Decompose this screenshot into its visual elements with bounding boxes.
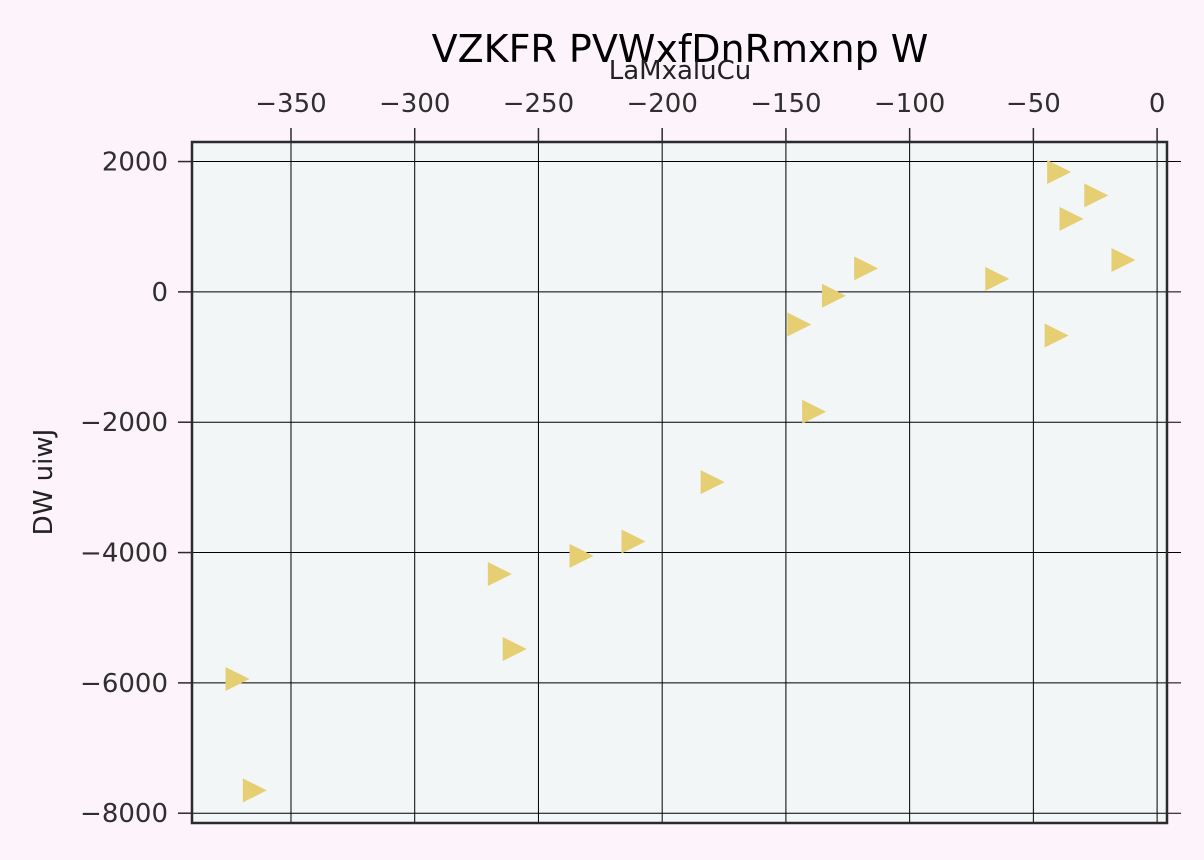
data-point: [1059, 206, 1084, 231]
x-tick-label: −250: [503, 89, 574, 119]
data-points: [225, 159, 1136, 803]
data-point: [242, 778, 267, 803]
data-point: [621, 529, 646, 554]
data-point: [502, 637, 527, 662]
data-point: [1084, 183, 1109, 208]
data-point: [225, 666, 250, 691]
x-tick-label: −100: [874, 89, 945, 119]
plot-background: [192, 142, 1167, 823]
grid-lines: [192, 142, 1181, 823]
data-point: [569, 543, 594, 568]
x-tick-label: −200: [626, 89, 697, 119]
y-tick-label: 2000: [102, 148, 168, 178]
data-point: [821, 283, 846, 308]
data-point: [1044, 323, 1069, 348]
y-tick-label: −8000: [80, 799, 168, 829]
axis-ticks: −350 −300 −250 −200 −150 −100 −50 0 2000 0 −2000 −4…: [80, 89, 1165, 829]
plot-frame: [190, 140, 1169, 825]
data-point: [1047, 159, 1072, 184]
x-tick-label: 0: [1149, 89, 1166, 119]
data-point: [854, 256, 879, 281]
data-point: [802, 399, 827, 424]
chart-title: VZKFR PVWxfDnRmxnp W: [432, 27, 929, 71]
y-tick-label: −2000: [80, 408, 168, 438]
x-tick-label: −350: [255, 89, 326, 119]
data-point: [985, 266, 1010, 291]
data-point: [487, 562, 512, 587]
y-tick-label: −4000: [80, 539, 168, 569]
x-tick-label: −150: [750, 89, 821, 119]
y-tick-label: 0: [151, 278, 168, 308]
x-axis-label: LaMxaluCu: [609, 56, 752, 86]
data-point: [787, 312, 812, 337]
data-point: [1111, 247, 1136, 272]
y-tick-label: −6000: [80, 669, 168, 699]
y-axis-label: DW uiwJ: [29, 429, 59, 536]
x-tick-label: −300: [379, 89, 450, 119]
x-tick-label: −50: [1006, 89, 1061, 119]
data-point: [700, 470, 725, 495]
